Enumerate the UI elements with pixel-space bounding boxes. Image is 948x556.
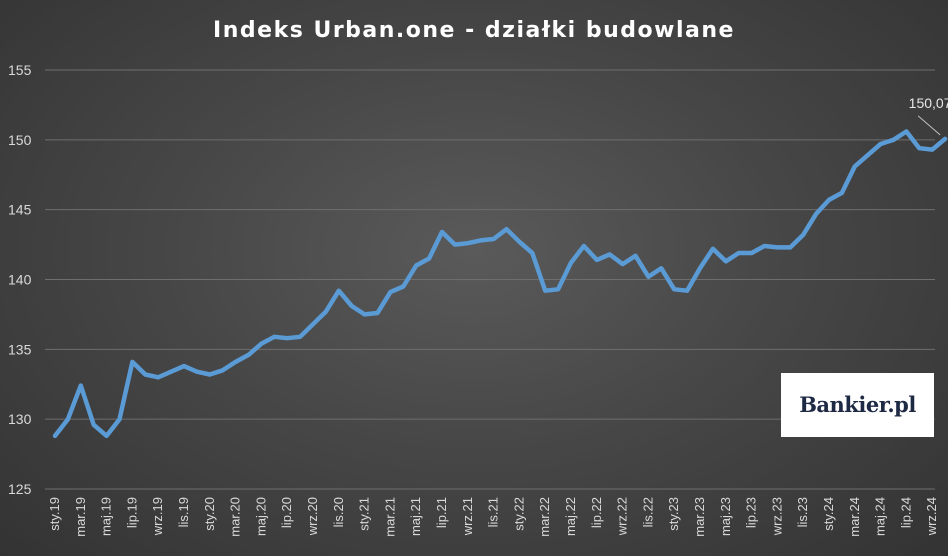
y-tick-label: 125 bbox=[8, 481, 32, 497]
x-tick-label: wrz.24 bbox=[924, 497, 939, 536]
x-tick-label: wrz.20 bbox=[305, 497, 320, 536]
x-tick-label: wrz.21 bbox=[460, 497, 475, 536]
x-tick-label: wrz.19 bbox=[150, 497, 165, 536]
x-tick-label: lis.21 bbox=[486, 497, 501, 527]
y-tick-label: 145 bbox=[8, 202, 32, 218]
series bbox=[52, 129, 948, 439]
y-tick-label: 155 bbox=[8, 62, 32, 78]
x-tick-label: maj.22 bbox=[563, 497, 578, 536]
x-tick-label: lip.22 bbox=[589, 497, 604, 528]
x-tick-label: maj.23 bbox=[718, 497, 733, 536]
x-tick-label: lip.24 bbox=[898, 497, 913, 528]
y-tick-label: 135 bbox=[8, 341, 32, 357]
x-tick-label: lip.23 bbox=[744, 497, 759, 528]
x-tick-label: maj.21 bbox=[408, 497, 423, 536]
x-tick-label: sty.20 bbox=[202, 497, 217, 531]
x-tick-label: mar.23 bbox=[692, 497, 707, 537]
x-tick-label: maj.20 bbox=[253, 497, 268, 536]
y-tick-label: 140 bbox=[8, 272, 32, 288]
chart-title: Indeks Urban.one - działki budowlane bbox=[213, 18, 735, 43]
x-tick-label: sty.24 bbox=[821, 497, 836, 531]
annotation-label: 150,07 bbox=[909, 95, 948, 111]
x-tick-label: lip.20 bbox=[279, 497, 294, 528]
series-line bbox=[52, 129, 948, 439]
x-tick-label: maj.19 bbox=[99, 497, 114, 536]
x-tick-label: lis.23 bbox=[795, 497, 810, 527]
x-tick-label: sty.19 bbox=[47, 497, 62, 531]
y-tick-label: 150 bbox=[8, 132, 32, 148]
x-tick-label: mar.21 bbox=[382, 497, 397, 537]
bankier-logo: Bankier.pl bbox=[781, 373, 934, 437]
gridlines bbox=[45, 69, 935, 490]
x-tick-label: mar.24 bbox=[847, 497, 862, 537]
annotation: 150,07 bbox=[909, 95, 948, 136]
x-axis-ticks: sty.19 mar.19 maj.19 lip.19 wrz.19 lis.19 sty.… bbox=[47, 497, 939, 537]
x-tick-label: wrz.23 bbox=[769, 497, 784, 536]
y-tick-label: 130 bbox=[8, 411, 32, 427]
annotation-leader bbox=[917, 115, 941, 136]
x-tick-label: lis.22 bbox=[640, 497, 655, 527]
x-tick-label: mar.19 bbox=[73, 497, 88, 537]
y-axis-ticks: 125 130 135 140 145 150 155 bbox=[8, 62, 32, 497]
x-tick-label: lis.20 bbox=[331, 497, 346, 527]
x-tick-label: lip.19 bbox=[124, 497, 139, 528]
x-tick-label: lip.21 bbox=[434, 497, 449, 528]
x-tick-label: sty.21 bbox=[357, 497, 372, 531]
x-tick-label: mar.22 bbox=[537, 497, 552, 537]
x-tick-label: maj.24 bbox=[873, 497, 888, 536]
x-tick-label: sty.22 bbox=[511, 497, 526, 531]
bankier-logo-text: Bankier.pl bbox=[799, 392, 916, 417]
x-tick-label: sty.23 bbox=[666, 497, 681, 531]
x-tick-label: lis.19 bbox=[176, 497, 191, 527]
x-tick-label: wrz.22 bbox=[615, 497, 630, 536]
x-tick-label: mar.20 bbox=[228, 497, 243, 537]
